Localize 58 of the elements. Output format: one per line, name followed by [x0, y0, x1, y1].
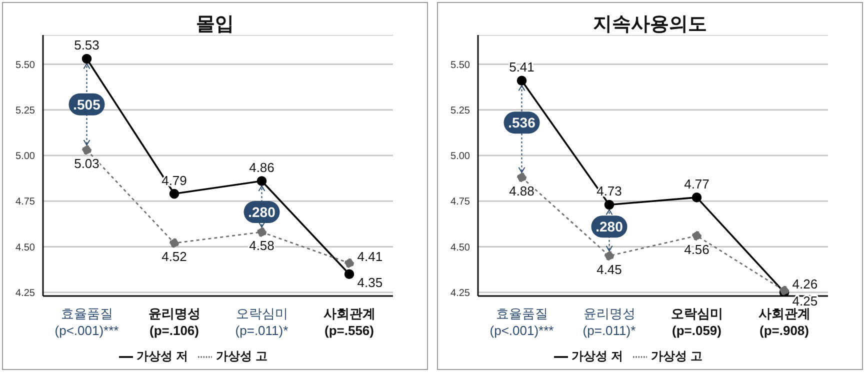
data-label: 4.58: [249, 238, 274, 254]
data-label: 4.26: [792, 276, 818, 292]
data-label: 5.03: [74, 156, 100, 171]
data-label: 4.77: [684, 176, 710, 192]
annotation: .280: [248, 204, 276, 220]
data-label: 4.41: [357, 249, 383, 264]
x-tick-label: 오락심미 (p=.059): [670, 306, 723, 338]
point: [256, 176, 267, 186]
annotation: .505: [73, 96, 101, 112]
x-tick-label: 윤리명성 (p=.011)*: [582, 306, 636, 338]
x-tick-label: 사회관계 (p=.556): [323, 306, 376, 338]
legend-label: 가상성 고: [651, 349, 702, 363]
point: [604, 251, 614, 261]
data-label: 4.35: [357, 275, 383, 290]
y-tick-label: 5.25: [16, 105, 36, 116]
legend-label: 가상성 저: [572, 349, 623, 363]
point: [170, 238, 179, 248]
point: [257, 227, 266, 237]
point: [344, 258, 354, 268]
annotation: .280: [596, 218, 624, 235]
point: [517, 172, 526, 182]
data-label: 5.53: [74, 38, 100, 53]
y-tick-label: 5.50: [16, 60, 36, 71]
data-label: 4.25: [792, 293, 818, 308]
y-tick-label: 5.00: [16, 151, 36, 162]
legend-label: 가상성 저: [136, 349, 188, 363]
x-tick-label: 사회관계 (p=.908): [758, 306, 810, 338]
point: [82, 145, 92, 155]
legend-label: 가상성 고: [216, 349, 268, 363]
y-tick-label: 5.00: [450, 151, 470, 162]
data-label: 4.45: [596, 262, 622, 277]
data-label: 4.88: [509, 183, 534, 198]
x-tick-label: 오락심미 (p=.011)*: [235, 306, 288, 338]
x-tick-label: 효율품질 (p<.001)***: [54, 306, 119, 338]
point: [604, 200, 614, 210]
y-tick-label: 4.25: [450, 288, 470, 299]
point: [169, 188, 180, 199]
data-label: 5.41: [509, 60, 534, 75]
y-tick-label: 4.50: [450, 242, 470, 254]
data-label: 4.56: [684, 242, 710, 257]
y-tick-label: 5.25: [450, 105, 470, 116]
data-label: 4.86: [249, 160, 274, 176]
y-tick-label: 5.50: [450, 60, 470, 71]
point: [692, 231, 702, 240]
x-tick-label: 효율품질 (p<.001)***: [490, 306, 554, 338]
point: [344, 269, 354, 279]
y-tick-label: 4.25: [16, 288, 36, 299]
annotation: .536: [508, 114, 536, 131]
chart-title: 지속사용의도: [592, 13, 708, 35]
y-tick-label: 4.75: [16, 196, 36, 208]
point: [692, 192, 702, 202]
y-tick-label: 4.50: [16, 242, 36, 254]
chart-title: 몰입: [195, 13, 235, 35]
point: [516, 76, 527, 86]
data-label: 4.52: [162, 249, 187, 264]
point: [82, 54, 92, 64]
y-tick-label: 4.75: [450, 196, 470, 208]
x-tick-label: 윤리명성 (p=.106): [148, 306, 200, 338]
